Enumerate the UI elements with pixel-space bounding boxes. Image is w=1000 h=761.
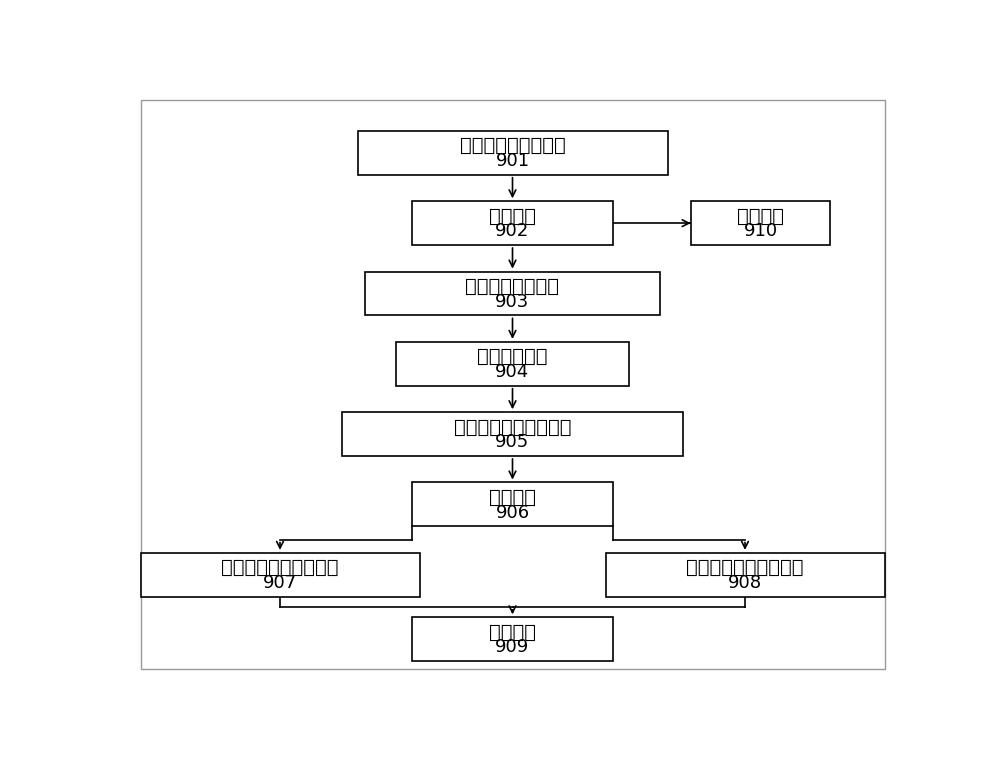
Text: 波形分段: 波形分段 (489, 488, 536, 507)
Text: 数据组合: 数据组合 (489, 622, 536, 642)
Text: 陷波处理设置: 陷波处理设置 (477, 347, 548, 366)
Text: 907: 907 (263, 574, 297, 592)
Text: 910: 910 (743, 222, 778, 240)
Text: 902: 902 (495, 222, 530, 240)
FancyBboxPatch shape (140, 552, 420, 597)
Text: 第三低通滤波处理设置: 第三低通滤波处理设置 (686, 559, 804, 577)
FancyBboxPatch shape (358, 131, 668, 175)
FancyBboxPatch shape (365, 272, 660, 316)
Text: 第一低通滤波处理设置: 第一低通滤波处理设置 (454, 418, 571, 437)
Text: 高通滤波处理设置: 高通滤波处理设置 (466, 277, 560, 296)
FancyBboxPatch shape (342, 412, 683, 456)
FancyBboxPatch shape (412, 617, 613, 661)
Text: 接收心电图数字信号: 接收心电图数字信号 (460, 136, 565, 155)
FancyBboxPatch shape (606, 552, 885, 597)
FancyBboxPatch shape (691, 201, 830, 245)
Text: 901: 901 (495, 152, 530, 170)
Text: 906: 906 (495, 504, 530, 521)
FancyBboxPatch shape (396, 342, 629, 386)
Text: 第二低通滤波处理设置: 第二低通滤波处理设置 (221, 559, 339, 577)
Text: 数据输出: 数据输出 (737, 207, 784, 225)
Text: 904: 904 (495, 363, 530, 381)
Text: 909: 909 (495, 638, 530, 657)
Text: 908: 908 (728, 574, 762, 592)
Text: 903: 903 (495, 293, 530, 310)
FancyBboxPatch shape (412, 201, 613, 245)
Text: 波形显示: 波形显示 (489, 207, 536, 225)
FancyBboxPatch shape (412, 482, 613, 527)
Text: 905: 905 (495, 433, 530, 451)
